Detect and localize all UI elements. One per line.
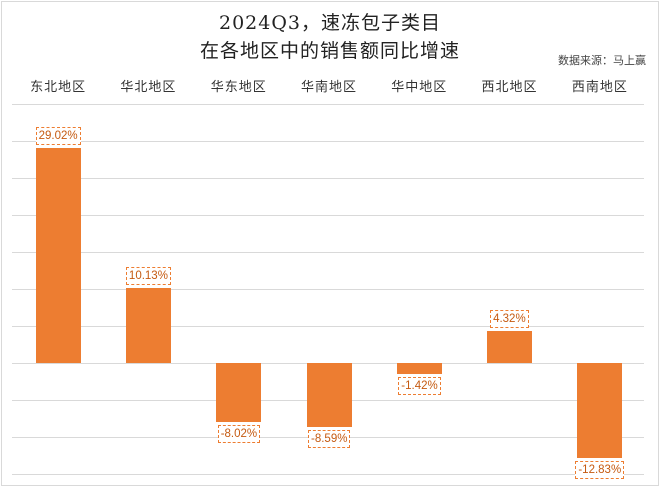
category-label: 华北地区 xyxy=(120,80,177,95)
data-label: 4.32% xyxy=(490,310,529,329)
data-source-note: 数据来源：马上赢 xyxy=(558,54,646,67)
gridline xyxy=(12,215,644,216)
data-label: -8.02% xyxy=(217,425,261,444)
bar xyxy=(216,363,262,423)
bar xyxy=(487,331,533,363)
category-label: 华中地区 xyxy=(391,80,448,95)
category-label: 西南地区 xyxy=(571,80,628,95)
data-label: -12.83% xyxy=(575,460,625,479)
category-label: 华南地区 xyxy=(300,80,357,95)
gridline xyxy=(12,289,644,290)
data-label: 10.13% xyxy=(125,267,171,286)
chart-title-line-1: 2024Q3，速冻包子类目 xyxy=(218,12,442,34)
category-label: 华东地区 xyxy=(210,80,267,95)
gridline xyxy=(12,474,644,475)
gridline xyxy=(12,141,644,142)
data-label: -1.42% xyxy=(398,376,441,395)
bar xyxy=(306,363,352,427)
bar xyxy=(35,148,81,363)
data-label: -8.59% xyxy=(308,429,351,448)
gridline xyxy=(12,178,644,179)
category-label: 东北地区 xyxy=(30,80,87,95)
data-label: 29.02% xyxy=(35,127,81,146)
gridline xyxy=(12,252,644,253)
gridline xyxy=(12,326,644,327)
bar xyxy=(396,363,442,374)
category-label: 西北地区 xyxy=(481,80,538,95)
bar xyxy=(125,288,171,363)
chart-title-line-2: 在各地区中的销售额同比增速 xyxy=(199,40,460,62)
bar xyxy=(577,363,623,458)
gridline xyxy=(12,104,644,105)
